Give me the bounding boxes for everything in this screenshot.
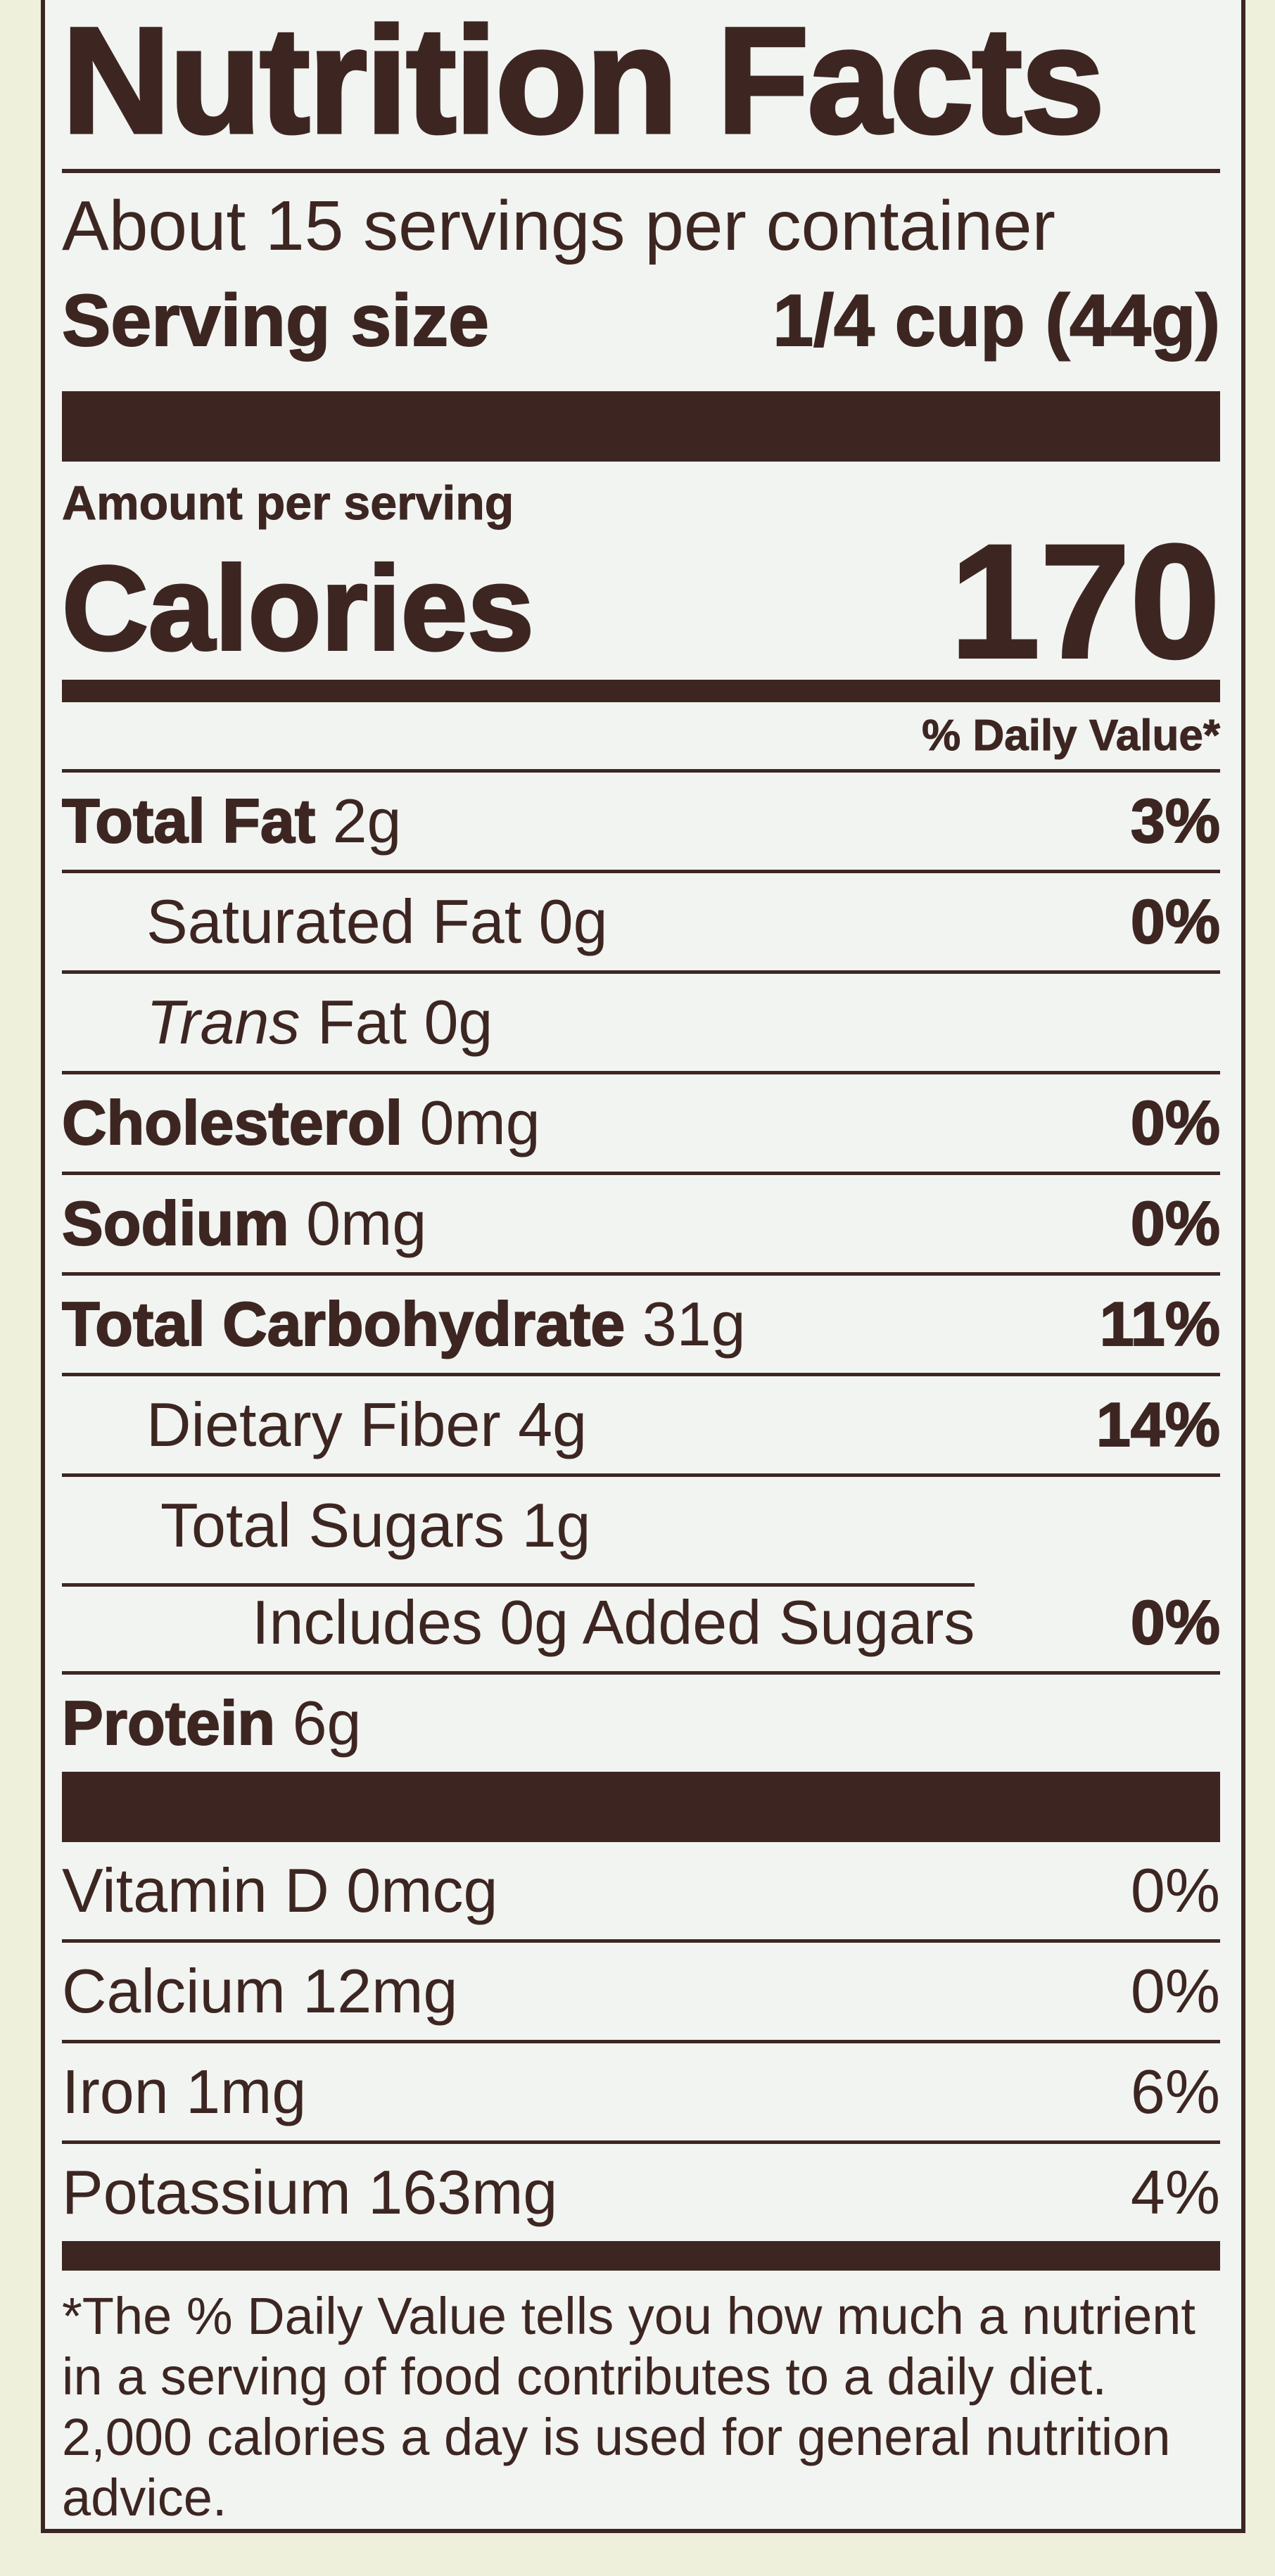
medium-divider bbox=[62, 2241, 1220, 2271]
vitamin-dv: 0% bbox=[1130, 1855, 1220, 1925]
nutrient-row-trans-fat: Trans Fat 0g bbox=[62, 970, 1220, 1071]
nutrient-row-sodium: Sodium 0mg 0% bbox=[61, 1172, 1221, 1272]
thick-divider bbox=[62, 391, 1220, 462]
divider bbox=[62, 169, 1220, 173]
nutrient-name: Dietary Fiber bbox=[146, 1390, 501, 1459]
nutrient-amount: 2g bbox=[332, 786, 402, 856]
vitamin-dv: 4% bbox=[1130, 2157, 1220, 2227]
nutrient-dv: 0% bbox=[1130, 1587, 1221, 1658]
vitamin-row-potassium: Potassium 163mg 4% bbox=[62, 2140, 1220, 2241]
vitamin-name: Vitamin D bbox=[62, 1855, 329, 1925]
serving-size-label: Serving size bbox=[61, 279, 490, 362]
nutrient-dv: 14% bbox=[1096, 1389, 1221, 1460]
nutrient-row-total-fat: Total Fat 2g 3% bbox=[61, 769, 1221, 870]
nutrient-amount: 4g bbox=[518, 1390, 588, 1459]
nutrient-amount: 0mg bbox=[306, 1188, 427, 1258]
nutrient-amount: 0g bbox=[424, 987, 493, 1057]
nutrient-name: Protein bbox=[61, 1687, 276, 1758]
nutrient-row-cholesterol: Cholesterol 0mg 0% bbox=[61, 1071, 1221, 1172]
nutrient-name: Sodium bbox=[61, 1188, 290, 1259]
nutrient-row-saturated-fat: Saturated Fat 0g 0% bbox=[62, 870, 1221, 970]
nutrient-name: Total Fat bbox=[61, 785, 316, 856]
thick-divider bbox=[62, 1772, 1220, 1842]
nutrient-name: Total Carbohydrate bbox=[61, 1288, 626, 1359]
nutrient-name: Total Sugars bbox=[160, 1490, 505, 1560]
vitamin-amount: 163mg bbox=[368, 2157, 558, 2227]
amount-per-serving: Amount per serving bbox=[62, 476, 514, 531]
vitamin-row-calcium: Calcium 12mg 0% bbox=[62, 1939, 1220, 2040]
nutrient-name: Trans bbox=[146, 987, 300, 1057]
nutrient-amount: 0g bbox=[538, 887, 608, 956]
nutrient-amount: 1g bbox=[521, 1490, 591, 1560]
calories-value: 170 bbox=[949, 511, 1222, 692]
vitamin-amount: 1mg bbox=[186, 2057, 307, 2126]
calories-row: Calories 170 bbox=[61, 519, 1222, 684]
nutrient-dv: 0% bbox=[1130, 1188, 1221, 1259]
nutrient-amount: 0mg bbox=[419, 1088, 540, 1157]
nutrient-name: Cholesterol bbox=[61, 1087, 403, 1158]
servings-per-container: About 15 servings per container bbox=[62, 186, 1055, 265]
daily-value-footnote: *The % Daily Value tells you how much a … bbox=[62, 2287, 1195, 2527]
nutrient-row-dietary-fiber: Dietary Fiber 4g 14% bbox=[62, 1373, 1221, 1473]
serving-size-value: 1/4 cup (44g) bbox=[772, 279, 1221, 362]
medium-divider bbox=[62, 680, 1220, 702]
nutrition-facts-label: Nutrition Facts About 15 servings per co… bbox=[41, 0, 1245, 2533]
serving-size: Serving size 1/4 cup (44g) bbox=[61, 272, 1221, 370]
nutrient-row-added-sugars: Includes 0g Added Sugars 0% bbox=[62, 1574, 1221, 1671]
vitamin-row-vitamin-d: Vitamin D 0mcg 0% bbox=[62, 1842, 1220, 1939]
nutrient-row-total-carbohydrate: Total Carbohydrate 31g 11% bbox=[61, 1272, 1221, 1373]
nutrient-amount: 6g bbox=[292, 1688, 362, 1758]
vitamin-amount: 12mg bbox=[303, 1956, 458, 2026]
calories-label: Calories bbox=[61, 540, 535, 677]
label-title: Nutrition Facts bbox=[61, 0, 1107, 167]
vitamin-dv: 6% bbox=[1130, 2057, 1220, 2126]
nutrient-dv: 3% bbox=[1130, 785, 1221, 856]
nutrient-row-protein: Protein 6g bbox=[61, 1671, 1220, 1772]
vitamin-amount: 0mcg bbox=[346, 1855, 498, 1925]
vitamin-row-iron: Iron 1mg 6% bbox=[62, 2040, 1220, 2140]
vitamin-name: Calcium bbox=[62, 1956, 286, 2026]
nutrient-dv: 11% bbox=[1099, 1288, 1221, 1359]
nutrient-dv: 0% bbox=[1130, 1087, 1221, 1158]
nutrient-name-rest: Fat bbox=[317, 987, 407, 1057]
nutrient-name: Saturated Fat bbox=[146, 887, 522, 956]
nutrient-name: Includes 0g Added Sugars bbox=[252, 1587, 975, 1657]
vitamin-name: Iron bbox=[62, 2057, 169, 2126]
daily-value-header: % Daily Value* bbox=[922, 711, 1221, 761]
nutrient-dv: 0% bbox=[1130, 886, 1221, 957]
vitamin-dv: 0% bbox=[1130, 1956, 1220, 2026]
nutrient-row-total-sugars: Total Sugars 1g bbox=[62, 1473, 1220, 1574]
vitamin-name: Potassium bbox=[62, 2157, 351, 2227]
nutrient-amount: 31g bbox=[642, 1289, 746, 1359]
